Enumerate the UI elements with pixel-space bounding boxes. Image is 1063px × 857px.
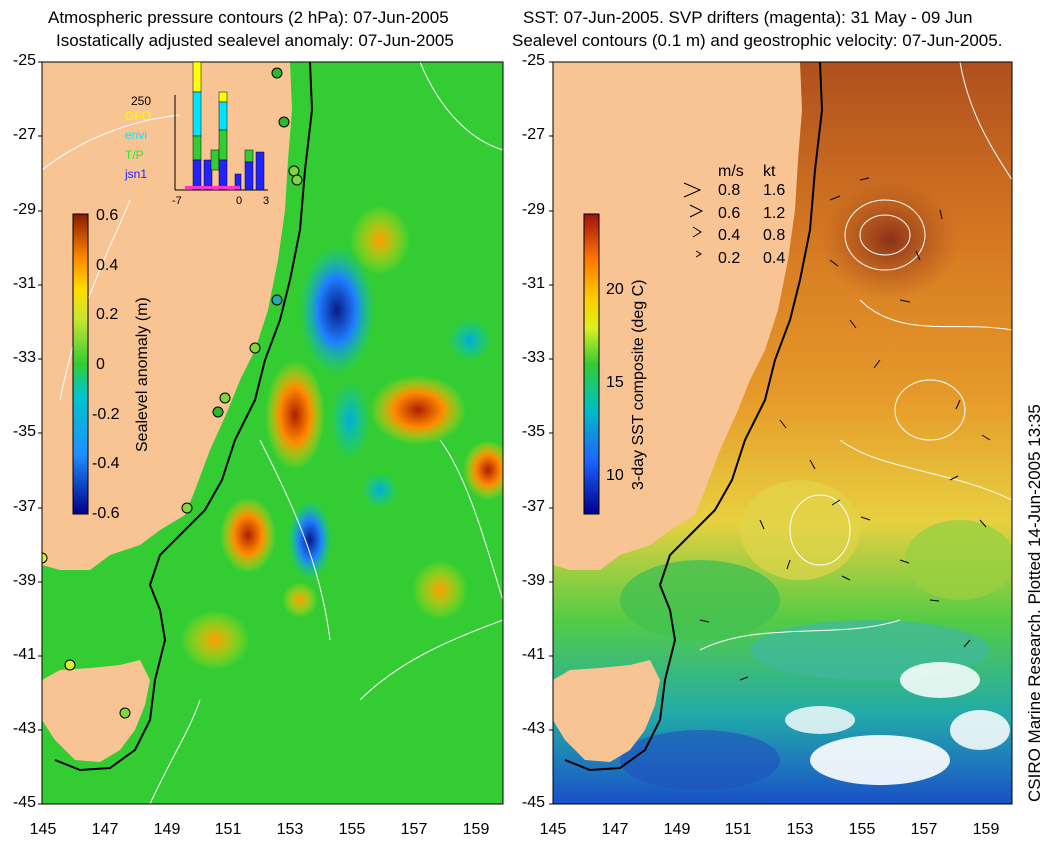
- sst-tick-2: 15: [606, 374, 624, 391]
- lat-tick-left-29: -29: [12, 201, 36, 218]
- lat-tick-right-31: -31: [521, 275, 545, 292]
- lat-tick-right-27: -27: [521, 126, 545, 143]
- lat-tick-left-43: -43: [12, 720, 36, 737]
- vel-ms-1: 0.8: [718, 182, 741, 199]
- right-map: [553, 62, 1012, 804]
- lon-tick-right-155: 155: [848, 821, 876, 838]
- right-title-line1: SST: 07-Jun-2005. SVP drifters (magenta)…: [523, 8, 973, 27]
- lat-tick-right-33: -33: [521, 349, 545, 366]
- lat-tick-left-41: -41: [12, 646, 36, 663]
- lon-tick-left-159: 159: [462, 821, 490, 838]
- sst-colorbar: [583, 213, 600, 515]
- inset-histogram: [174, 61, 268, 191]
- lon-tick-left-155: 155: [338, 821, 366, 838]
- vel-header-kt: kt: [763, 163, 776, 180]
- inset-max: 250: [131, 94, 152, 108]
- lon-tick-left-149: 149: [153, 821, 181, 838]
- sla-tick-2: 0.4: [96, 257, 119, 274]
- lon-tick-right-159: 159: [972, 821, 1000, 838]
- lat-tick-right-35: -35: [521, 423, 545, 440]
- inset-legend-jsn1: jsn1: [125, 167, 148, 181]
- vel-ms-3: 0.4: [718, 227, 741, 244]
- lat-tick-left-39: -39: [12, 572, 36, 589]
- lat-tick-right-45: -45: [521, 794, 545, 811]
- inset-legend-envi: envi: [125, 128, 148, 142]
- inset-legend-tp: T/P: [125, 148, 144, 162]
- left-title-line1: Atmospheric pressure contours (2 hPa): 0…: [48, 8, 449, 27]
- lat-tick-right-43: -43: [521, 720, 545, 737]
- lat-tick-right-39: -39: [521, 572, 545, 589]
- lat-tick-right-29: -29: [521, 201, 545, 218]
- sla-colorbar: [72, 213, 89, 515]
- lat-tick-left-33: -33: [12, 349, 36, 366]
- sst-colorbar-label: 3-day SST composite (deg C): [630, 279, 647, 490]
- inset-xtick-1: -7: [172, 195, 182, 207]
- lon-tick-right-145: 145: [539, 821, 567, 838]
- left-title-line2: Isostatically adjusted sealevel anomaly:…: [56, 31, 454, 50]
- vel-kt-4: 0.4: [763, 250, 786, 267]
- vel-kt-3: 0.8: [763, 227, 786, 244]
- sla-tick-4: 0: [96, 356, 105, 373]
- inset-xtick-3: 3: [263, 195, 270, 207]
- lon-tick-right-151: 151: [724, 821, 752, 838]
- lon-tick-right-147: 147: [601, 821, 629, 838]
- sla-tick-6: -0.4: [92, 455, 120, 472]
- sla-tick-1: 0.6: [96, 207, 119, 224]
- velocity-legend-arrows: [683, 182, 704, 258]
- credit-label: CSIRO Marine Research. Plotted 14-Jun-20…: [1025, 404, 1044, 802]
- vel-kt-1: 1.6: [763, 182, 786, 199]
- lon-tick-right-157: 157: [910, 821, 938, 838]
- tasmania: [42, 660, 150, 762]
- inset-legend-gfo: GFO: [125, 109, 151, 123]
- lon-tick-left-147: 147: [91, 821, 119, 838]
- lat-tick-left-45: -45: [12, 794, 36, 811]
- lon-tick-left-157: 157: [400, 821, 428, 838]
- lat-tick-left-35: -35: [12, 423, 36, 440]
- lon-tick-left-153: 153: [276, 821, 304, 838]
- vel-ms-4: 0.2: [718, 250, 741, 267]
- right-title-line2: Sealevel contours (0.1 m) and geostrophi…: [512, 31, 1003, 50]
- lon-tick-left-151: 151: [214, 821, 242, 838]
- axis-ticks: [38, 61, 553, 805]
- sst-tick-3: 10: [606, 467, 624, 484]
- lon-tick-right-153: 153: [786, 821, 814, 838]
- lat-tick-left-37: -37: [12, 498, 36, 515]
- left-map: [42, 62, 503, 804]
- vel-kt-2: 1.2: [763, 205, 786, 222]
- lat-tick-left-25: -25: [12, 52, 36, 69]
- lat-tick-left-31: -31: [12, 275, 36, 292]
- sla-colorbar-label: Sealevel anomaly (m): [134, 297, 151, 452]
- sla-tick-7: -0.6: [92, 505, 120, 522]
- lat-tick-right-25: -25: [521, 52, 545, 69]
- lat-tick-left-27: -27: [12, 126, 36, 143]
- tasmania-right: [553, 660, 660, 762]
- lon-tick-right-149: 149: [663, 821, 691, 838]
- lat-tick-right-37: -37: [521, 498, 545, 515]
- inset-xtick-2: 0: [236, 195, 243, 207]
- australia-mainland-right: [553, 62, 802, 570]
- lon-tick-left-145: 145: [29, 821, 57, 838]
- sla-tick-3: 0.2: [96, 306, 119, 323]
- sla-tick-5: -0.2: [92, 406, 120, 423]
- vel-header-ms: m/s: [718, 163, 744, 180]
- lat-tick-right-41: -41: [521, 646, 545, 663]
- vel-ms-2: 0.6: [718, 205, 741, 222]
- sst-tick-1: 20: [606, 281, 624, 298]
